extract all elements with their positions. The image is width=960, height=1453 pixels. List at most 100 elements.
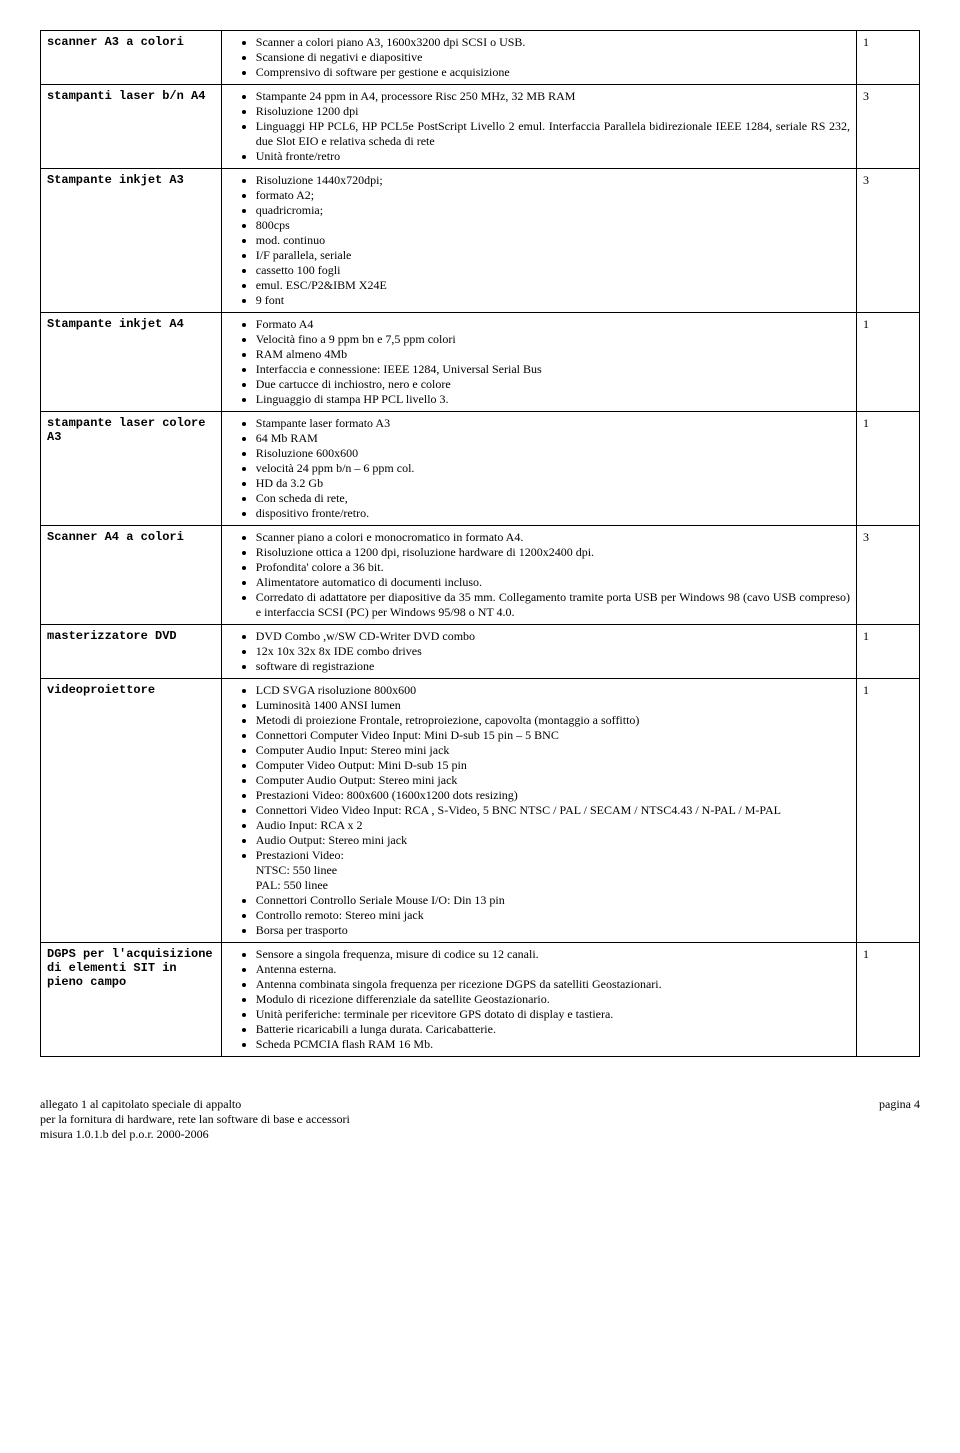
spec-item: Scansione di negativi e diapositive [256, 50, 850, 65]
spec-item: RAM almeno 4Mb [256, 347, 850, 362]
spec-item: Connettori Controllo Seriale Mouse I/O: … [256, 893, 850, 908]
row-qty: 1 [857, 31, 920, 85]
spec-item: Profondita' colore a 36 bit. [256, 560, 850, 575]
spec-item: Computer Video Output: Mini D-sub 15 pin [256, 758, 850, 773]
row-label: masterizzatore DVD [41, 625, 222, 679]
row-specs: Stampante laser formato A364 Mb RAMRisol… [221, 412, 856, 526]
row-specs: Sensore a singola frequenza, misure di c… [221, 943, 856, 1057]
row-qty: 1 [857, 412, 920, 526]
spec-item: cassetto 100 fogli [256, 263, 850, 278]
spec-item: Connettori Computer Video Input: Mini D-… [256, 728, 850, 743]
table-row: stampanti laser b/n A4 Stampante 24 ppm i… [41, 85, 920, 169]
spec-item: Prestazioni Video: 800x600 (1600x1200 do… [256, 788, 850, 803]
spec-item: Computer Audio Output: Stereo mini jack [256, 773, 850, 788]
spec-item: Linguaggio di stampa HP PCL livello 3. [256, 392, 850, 407]
spec-item: Controllo remoto: Stereo mini jack [256, 908, 850, 923]
spec-item: velocità 24 ppm b/n – 6 ppm col. [256, 461, 850, 476]
spec-item: Scanner piano a colori e monocromatico i… [256, 530, 850, 545]
spec-item: Sensore a singola frequenza, misure di c… [256, 947, 850, 962]
spec-item: Con scheda di rete, [256, 491, 850, 506]
spec-item: Risoluzione 600x600 [256, 446, 850, 461]
specs-table: scanner A3 a colori Scanner a colori pian… [40, 30, 920, 1057]
spec-item: Interfaccia e connessione: IEEE 1284, Un… [256, 362, 850, 377]
spec-item: Unità fronte/retro [256, 149, 850, 164]
spec-item: Corredato di adattatore per diapositive … [256, 590, 850, 620]
table-row: DGPS per l'acquisizione di elementi SIT … [41, 943, 920, 1057]
table-row: stampante laser colore A3Stampante laser… [41, 412, 920, 526]
row-label: videoproiettore [41, 679, 222, 943]
row-label: Stampante inkjet A4 [41, 313, 222, 412]
spec-item: Stampante laser formato A3 [256, 416, 850, 431]
spec-item: Due cartucce di inchiostro, nero e color… [256, 377, 850, 392]
spec-item: Antenna esterna. [256, 962, 850, 977]
row-label: Scanner A4 a colori [41, 526, 222, 625]
spec-item: formato A2; [256, 188, 850, 203]
row-qty: 3 [857, 85, 920, 169]
spec-item: 64 Mb RAM [256, 431, 850, 446]
spec-item: DVD Combo ,w/SW CD-Writer DVD combo [256, 629, 850, 644]
spec-item: Audio Output: Stereo mini jack [256, 833, 850, 848]
table-row: masterizzatore DVDDVD Combo ,w/SW CD-Wri… [41, 625, 920, 679]
spec-item: HD da 3.2 Gb [256, 476, 850, 491]
row-specs: Stampante 24 ppm in A4, processore Risc … [221, 85, 856, 169]
spec-item: Comprensivo di software per gestione e a… [256, 65, 850, 80]
table-row: Scanner A4 a colori Scanner piano a color… [41, 526, 920, 625]
row-label: DGPS per l'acquisizione di elementi SIT … [41, 943, 222, 1057]
spec-item: Audio Input: RCA x 2 [256, 818, 850, 833]
spec-item: software di registrazione [256, 659, 850, 674]
row-label: stampanti laser b/n A4 [41, 85, 222, 169]
spec-item: Metodi di proiezione Frontale, retroproi… [256, 713, 850, 728]
footer: allegato 1 al capitolato speciale di app… [40, 1097, 920, 1142]
spec-item: 800cps [256, 218, 850, 233]
spec-item: Antenna combinata singola frequenza per … [256, 977, 850, 992]
footer-line2: per la fornitura di hardware, rete lan s… [40, 1112, 350, 1126]
spec-follow: NTSC: 550 linee [256, 863, 850, 878]
spec-item: Borsa per trasporto [256, 923, 850, 938]
spec-item: Formato A4 [256, 317, 850, 332]
spec-item: emul. ESC/P2&IBM X24E [256, 278, 850, 293]
row-specs: LCD SVGA risoluzione 800x600Luminosità 1… [221, 679, 856, 943]
spec-item: I/F parallela, seriale [256, 248, 850, 263]
spec-item: 9 font [256, 293, 850, 308]
table-row: Stampante inkjet A4Formato A4Velocità fi… [41, 313, 920, 412]
spec-item: Unità periferiche: terminale per ricevit… [256, 1007, 850, 1022]
row-specs: Risoluzione 1440x720dpi;formato A2;quadr… [221, 169, 856, 313]
row-qty: 1 [857, 313, 920, 412]
row-label: Stampante inkjet A3 [41, 169, 222, 313]
footer-line3: misura 1.0.1.b del p.o.r. 2000-2006 [40, 1127, 209, 1141]
table-row: Stampante inkjet A3Risoluzione 1440x720d… [41, 169, 920, 313]
spec-item: Modulo di ricezione differenziale da sat… [256, 992, 850, 1007]
spec-follow: PAL: 550 linee [256, 878, 850, 893]
row-specs: Formato A4Velocità fino a 9 ppm bn e 7,5… [221, 313, 856, 412]
spec-item: Luminosità 1400 ANSI lumen [256, 698, 850, 713]
spec-item: Computer Audio Input: Stereo mini jack [256, 743, 850, 758]
row-qty: 3 [857, 526, 920, 625]
spec-item: Risoluzione 1200 dpi [256, 104, 850, 119]
footer-page: pagina 4 [879, 1097, 920, 1111]
row-specs: Scanner a colori piano A3, 1600x3200 dpi… [221, 31, 856, 85]
spec-item: dispositivo fronte/retro. [256, 506, 850, 521]
spec-item: Risoluzione 1440x720dpi; [256, 173, 850, 188]
row-qty: 3 [857, 169, 920, 313]
spec-item: Scheda PCMCIA flash RAM 16 Mb. [256, 1037, 850, 1052]
spec-item: Risoluzione ottica a 1200 dpi, risoluzio… [256, 545, 850, 560]
table-row: videoproiettoreLCD SVGA risoluzione 800x… [41, 679, 920, 943]
footer-line1: allegato 1 al capitolato speciale di app… [40, 1097, 241, 1111]
row-specs: Scanner piano a colori e monocromatico i… [221, 526, 856, 625]
row-specs: DVD Combo ,w/SW CD-Writer DVD combo12x 1… [221, 625, 856, 679]
table-row: scanner A3 a colori Scanner a colori pian… [41, 31, 920, 85]
row-label: scanner A3 a colori [41, 31, 222, 85]
spec-item: Stampante 24 ppm in A4, processore Risc … [256, 89, 850, 104]
spec-item: Connettori Video Video Input: RCA , S-Vi… [256, 803, 850, 818]
spec-item: Linguaggi HP PCL6, HP PCL5e PostScript L… [256, 119, 850, 149]
spec-item: 12x 10x 32x 8x IDE combo drives [256, 644, 850, 659]
row-qty: 1 [857, 943, 920, 1057]
spec-item: Scanner a colori piano A3, 1600x3200 dpi… [256, 35, 850, 50]
spec-item: Batterie ricaricabili a lunga durata. Ca… [256, 1022, 850, 1037]
spec-item: quadricromia; [256, 203, 850, 218]
spec-item: Velocità fino a 9 ppm bn e 7,5 ppm color… [256, 332, 850, 347]
row-qty: 1 [857, 679, 920, 943]
row-qty: 1 [857, 625, 920, 679]
spec-item: Prestazioni Video:NTSC: 550 lineePAL: 55… [256, 848, 850, 893]
spec-item: mod. continuo [256, 233, 850, 248]
